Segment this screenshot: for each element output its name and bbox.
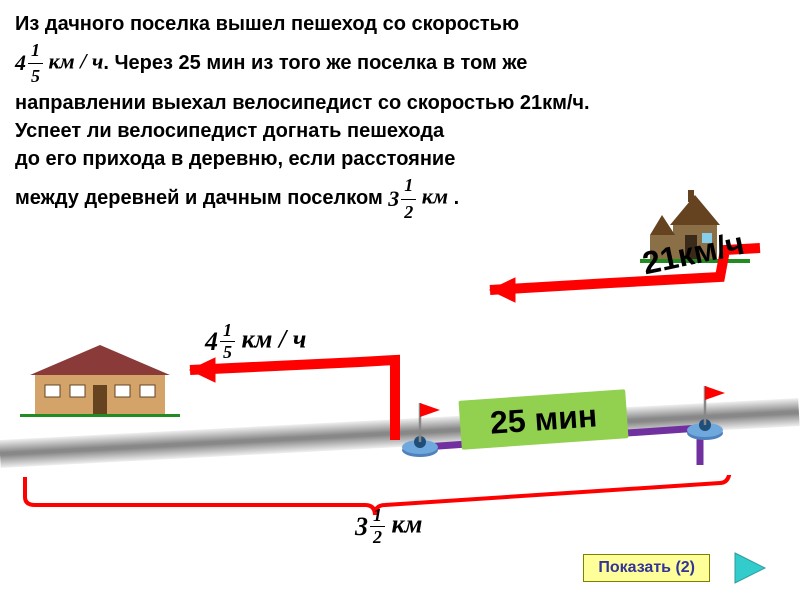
distance-fraction-inline: 312 км — [388, 173, 448, 224]
next-arrow-button[interactable] — [730, 548, 770, 588]
show-button[interactable]: Показать (2) — [583, 554, 710, 582]
diagram-area: 415 км / ч 21км/ч 25 мин 312 км — [0, 280, 800, 560]
house-left-icon — [20, 335, 180, 425]
flag-marker-left — [395, 395, 445, 460]
distance-label-bottom: 312 км — [355, 505, 423, 548]
text-line5: до его прихода в деревню, если расстояни… — [15, 148, 455, 170]
pedestrian-speed-diagram: 415 км / ч — [205, 320, 306, 363]
text-line1: Из дачного поселка вышел пешеход со скор… — [15, 13, 519, 35]
pedestrian-speed-fraction: 415 км / ч — [15, 38, 103, 89]
text-line6a: между деревней и дачным поселком — [15, 187, 388, 209]
text-line2: . Через 25 мин из того же поселка в том … — [103, 52, 527, 74]
text-line3: направлении выехал велосипедист со скоро… — [15, 92, 590, 114]
flag-marker-right — [680, 378, 730, 443]
text-line4: Успеет ли велосипедист догнать пешехода — [15, 120, 444, 142]
text-line6b: . — [454, 187, 460, 209]
